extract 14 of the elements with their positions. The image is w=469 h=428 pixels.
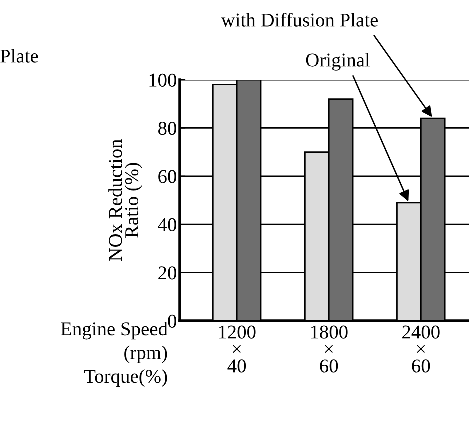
y-tick-label: 0 [168,314,176,328]
y-tick-label: 40 [158,218,176,232]
text: Original [306,53,370,71]
x-axis-title: Engine Speed (rpm) Torque(%) [61,322,168,388]
text: with Diffusion Plate [221,12,378,27]
y-tick-label: 20 [158,266,176,280]
y-tick-label: 60 [158,170,176,184]
text: Plate [0,49,38,63]
y-tick-label: 100 [150,74,176,87]
x-tick-label: 2400 × 60 [402,326,440,373]
y-axis-title: NOx Reduction Ratio (%) [108,140,142,262]
y-tick-label: 80 [158,122,176,136]
x-tick-label: 1800 × 60 [311,326,348,373]
x-tick-label: 1200 × 40 [219,326,256,373]
